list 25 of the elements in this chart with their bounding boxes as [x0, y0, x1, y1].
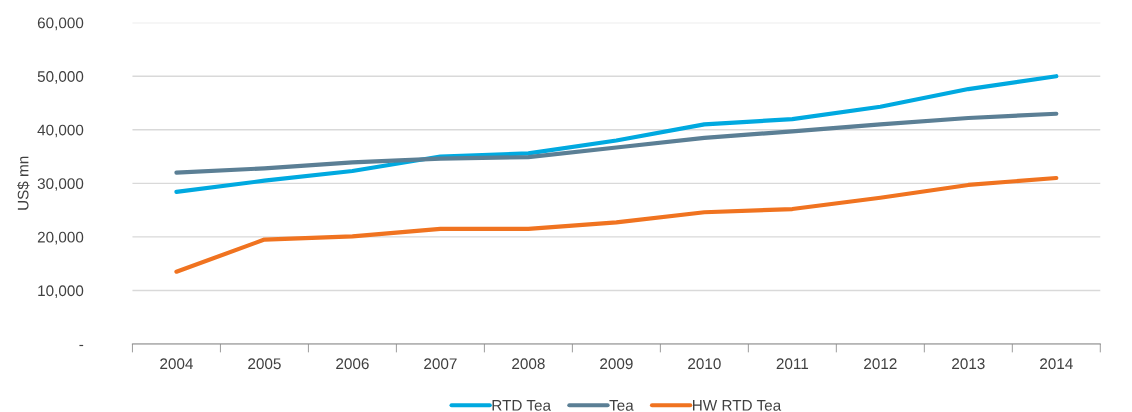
x-tick-label: 2014 [1040, 358, 1073, 370]
legend-label: HW RTD Tea [693, 400, 782, 411]
x-tick-label: 2006 [336, 358, 369, 370]
x-tick-label: 2005 [248, 358, 281, 370]
y-tick-label: 20,000 [37, 231, 84, 245]
x-tick-label: 2007 [424, 358, 457, 370]
x-tick-label: 2010 [688, 358, 721, 370]
line-series [174, 111, 1059, 175]
y-tick-label: 40,000 [37, 124, 84, 138]
y-tick-label: - [79, 344, 84, 347]
x-tick-label: 2013 [952, 358, 985, 370]
x-tick-label: 2011 [776, 358, 809, 370]
x-tick-label: 2012 [864, 358, 897, 370]
y-axis-title: US$ mn [17, 156, 30, 210]
line-series [174, 74, 1059, 194]
legend-label: Tea [609, 400, 634, 411]
legend-label: RTD Tea [492, 400, 552, 411]
y-tick-label: 30,000 [37, 178, 84, 191]
x-tick-label: 2008 [512, 358, 545, 370]
line-series [174, 175, 1059, 274]
y-tick-label: 50,000 [37, 71, 84, 84]
x-tick-label: 2004 [160, 358, 193, 370]
x-tick-label: 2009 [600, 358, 633, 370]
y-tick-label: 60,000 [37, 17, 84, 31]
y-tick-label: 10,000 [38, 285, 84, 298]
